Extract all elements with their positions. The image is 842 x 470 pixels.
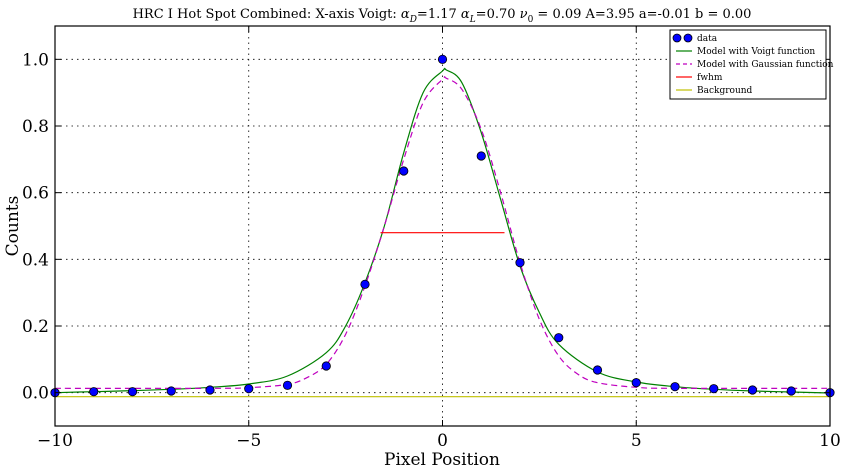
y-tick-label: 0.6 bbox=[22, 184, 49, 204]
x-tick-label: 0 bbox=[437, 431, 448, 451]
y-tick-label: 0.0 bbox=[22, 384, 49, 404]
legend-label-background: Background bbox=[697, 86, 753, 96]
data-point bbox=[747, 385, 758, 395]
y-tick-label: 1.0 bbox=[22, 50, 49, 70]
data-point bbox=[515, 258, 525, 268]
data-point bbox=[89, 387, 99, 397]
axis-ticks: −10 −5 0 5 10 0.0 0.2 0.4 0.6 0.8 1.0 bbox=[22, 26, 841, 451]
data-point bbox=[709, 384, 719, 394]
data-point bbox=[631, 378, 641, 388]
series-line-model-with-gaussian-function bbox=[54, 76, 831, 390]
legend-box bbox=[669, 29, 827, 100]
chart-title: HRC I Hot Spot Combined: X-axis Voigt: α… bbox=[133, 7, 752, 25]
grid-lines bbox=[55, 26, 830, 426]
y-tick-label: 0.2 bbox=[22, 317, 49, 337]
legend-label-fwhm: fwhm bbox=[697, 73, 723, 83]
data-point bbox=[360, 279, 370, 289]
x-tick-label: −5 bbox=[236, 431, 261, 451]
x-axis-label: Pixel Position bbox=[384, 450, 500, 470]
y-tick-label: 0.4 bbox=[22, 250, 49, 270]
data-point bbox=[554, 333, 564, 343]
legend-label-model-with-gaussian-function: Model with Gaussian function bbox=[697, 60, 834, 70]
y-tick-label: 0.8 bbox=[22, 117, 49, 137]
data-point bbox=[437, 54, 448, 64]
legend-label-model-with-voigt-function: Model with Voigt function bbox=[697, 47, 815, 57]
data-point bbox=[476, 151, 486, 161]
data-point bbox=[282, 380, 293, 390]
legend: data Model with Voigt function Model with … bbox=[669, 29, 834, 100]
legend-label-data: data bbox=[697, 34, 718, 44]
x-tick-label: 10 bbox=[819, 431, 841, 451]
data-point bbox=[127, 387, 138, 397]
data-point bbox=[166, 386, 176, 396]
y-axis-label: Counts bbox=[3, 196, 23, 257]
data-point bbox=[321, 361, 331, 371]
data-point bbox=[592, 365, 603, 375]
data-point bbox=[670, 382, 680, 392]
x-tick-label: −10 bbox=[37, 431, 73, 451]
data-point bbox=[205, 385, 215, 395]
data-point bbox=[244, 384, 254, 394]
series-line-model-with-voigt-function bbox=[54, 67, 831, 394]
plot-series bbox=[54, 67, 831, 398]
data-point bbox=[786, 386, 796, 396]
x-tick-label: 5 bbox=[631, 431, 642, 451]
legend-swatch-data bbox=[683, 33, 693, 43]
data-point bbox=[399, 166, 409, 176]
legend-swatch-data bbox=[672, 33, 682, 43]
